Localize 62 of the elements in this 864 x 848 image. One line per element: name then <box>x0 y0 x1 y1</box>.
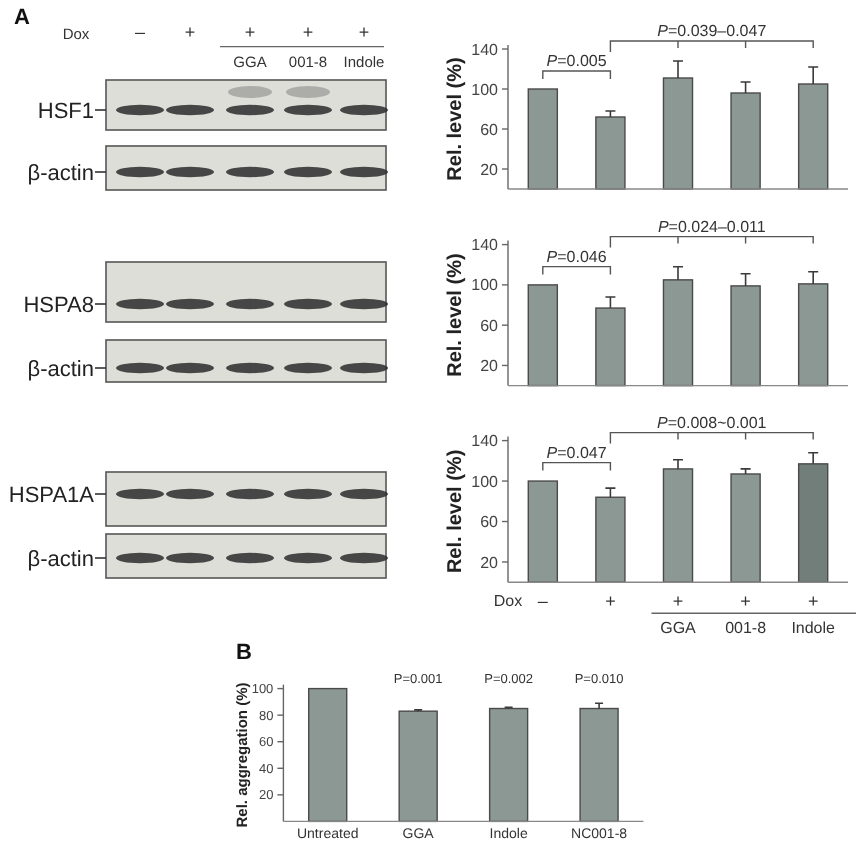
text: P=0.008~0.001 <box>657 413 768 432</box>
bar <box>662 77 694 190</box>
bar <box>595 116 626 190</box>
text: + <box>302 22 314 43</box>
bar <box>308 687 348 823</box>
x-tick-label: + <box>807 590 819 611</box>
text: Indole <box>791 618 837 637</box>
y-tick-label: 100 <box>471 276 500 295</box>
text: HSPA8 <box>23 293 94 318</box>
bar <box>488 707 529 823</box>
y-tick-label: 60 <box>480 513 500 532</box>
x-tick-label: – <box>537 590 548 611</box>
bar <box>797 463 829 583</box>
text: P=0.039–0.047 <box>657 22 768 40</box>
text: A <box>14 6 30 30</box>
x-tick-label: + <box>740 590 751 611</box>
x-axis-title: Dox <box>493 591 523 610</box>
y-tick-label: 60 <box>480 316 500 335</box>
bar <box>730 285 761 387</box>
text: + <box>244 22 256 43</box>
bar <box>527 480 559 583</box>
bar <box>662 468 694 583</box>
text: + <box>184 22 196 43</box>
annotation: P=0.005 <box>546 52 608 70</box>
y-tick-label: 20 <box>480 553 500 572</box>
bar <box>730 473 761 583</box>
y-tick-label: 140 <box>471 40 500 59</box>
y-tick-label: 140 <box>471 432 500 451</box>
text: β-actin <box>27 357 94 382</box>
bar <box>595 307 626 387</box>
text: P=0.024–0.011 <box>657 217 767 236</box>
text: + <box>358 22 370 43</box>
text: – <box>134 22 146 43</box>
bar <box>527 284 559 387</box>
x-tick-label: + <box>605 590 616 611</box>
y-tick-label: 20 <box>480 357 500 376</box>
y-axis-title: Rel. level (%) <box>445 449 467 574</box>
y-tick-label: 60 <box>480 120 500 139</box>
bar <box>527 88 559 190</box>
bar <box>579 707 619 823</box>
y-tick-label: 100 <box>471 472 500 491</box>
chart-title: B <box>236 641 252 665</box>
y-tick-label: 20 <box>480 160 500 179</box>
text: β-actin <box>27 161 94 186</box>
annotation: P=0.046 <box>546 247 608 266</box>
bar <box>662 279 694 387</box>
y-axis-title: Rel. level (%) <box>445 57 467 181</box>
y-tick-label: 140 <box>471 236 500 255</box>
annotation: P=0.047 <box>546 443 608 462</box>
bar <box>730 92 761 190</box>
text: HSPA1A <box>8 483 96 508</box>
x-tick-label: + <box>672 590 684 611</box>
y-axis-title: Rel. level (%) <box>445 253 467 377</box>
text: β-actin <box>27 547 94 572</box>
bar <box>797 83 829 190</box>
text: GGA <box>660 618 698 637</box>
bar <box>398 710 438 823</box>
bar <box>595 496 626 583</box>
y-tick-label: 100 <box>471 80 500 99</box>
text: HSF1 <box>37 99 94 124</box>
text: 001-8 <box>725 618 768 637</box>
bar <box>797 283 829 387</box>
